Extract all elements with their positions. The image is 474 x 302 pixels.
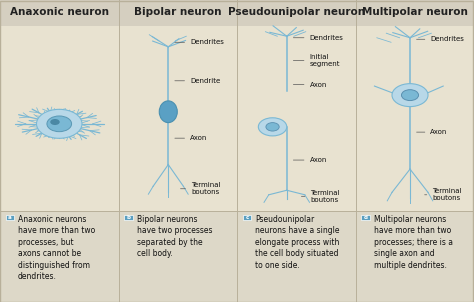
Text: a: a [8, 215, 12, 220]
Text: Pseudounipolar neuron: Pseudounipolar neuron [228, 7, 365, 17]
Circle shape [47, 116, 72, 132]
Text: Initial
segment: Initial segment [293, 54, 340, 67]
Ellipse shape [159, 101, 177, 123]
Text: Dendrites: Dendrites [293, 35, 343, 41]
Text: Anaxonic neurons
have more than two
processes, but
axons cannot be
distinguished: Anaxonic neurons have more than two proc… [18, 215, 95, 281]
Circle shape [401, 90, 419, 101]
Circle shape [50, 119, 60, 125]
Text: Bipolar neurons
have two processes
separated by the
cell body.: Bipolar neurons have two processes separ… [137, 215, 212, 258]
FancyBboxPatch shape [243, 215, 251, 220]
Text: Terminal
boutons: Terminal boutons [181, 182, 220, 195]
FancyBboxPatch shape [6, 215, 14, 220]
Text: c: c [246, 215, 248, 220]
Circle shape [392, 84, 428, 107]
Circle shape [36, 109, 82, 138]
Text: Pseudounipolar
neurons have a single
elongate process with
the cell body situate: Pseudounipolar neurons have a single elo… [255, 215, 339, 269]
Text: Axon: Axon [175, 135, 208, 141]
Text: Axon: Axon [417, 129, 448, 135]
FancyBboxPatch shape [361, 215, 370, 220]
Bar [0, 0, 474, 26]
Circle shape [258, 118, 287, 136]
Text: b: b [127, 215, 130, 220]
Text: Axon: Axon [293, 82, 327, 88]
Text: d: d [364, 215, 367, 220]
Text: Bipolar neuron: Bipolar neuron [134, 7, 221, 17]
Text: Multipolar neuron: Multipolar neuron [362, 7, 468, 17]
Text: Terminal
boutons: Terminal boutons [425, 188, 462, 201]
Bar [0, 211, 474, 302]
Text: Axon: Axon [293, 157, 327, 163]
Text: Anaxonic neuron: Anaxonic neuron [10, 7, 109, 17]
Text: Dendrites: Dendrites [175, 39, 224, 45]
FancyBboxPatch shape [124, 215, 133, 220]
Text: Multipolar neurons
have more than two
processes; there is a
single axon and
mult: Multipolar neurons have more than two pr… [374, 215, 453, 269]
Text: Terminal
boutons: Terminal boutons [301, 190, 340, 203]
Text: Dendrite: Dendrite [175, 78, 220, 84]
Text: Dendrites: Dendrites [417, 36, 464, 42]
Circle shape [266, 123, 279, 131]
